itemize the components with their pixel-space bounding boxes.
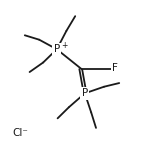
Text: Cl⁻: Cl⁻	[12, 128, 28, 138]
Text: P: P	[82, 88, 88, 98]
Text: +: +	[61, 41, 68, 50]
Text: P: P	[54, 44, 60, 54]
Text: F: F	[112, 63, 118, 73]
